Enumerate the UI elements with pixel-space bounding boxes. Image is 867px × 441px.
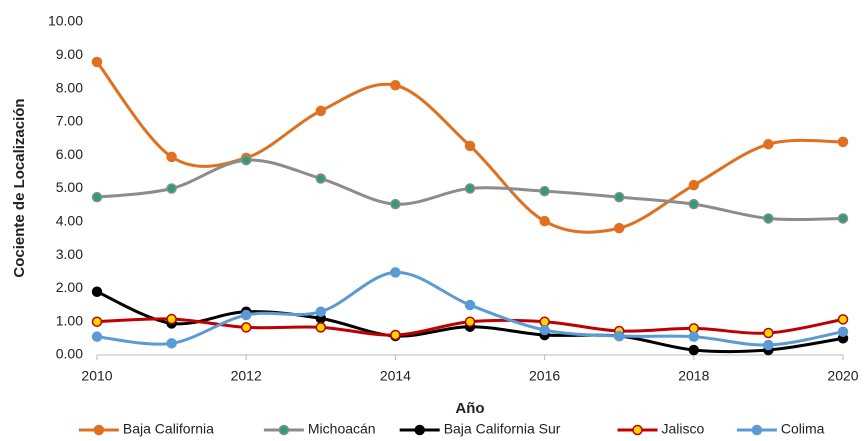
data-point xyxy=(166,313,177,325)
data-point xyxy=(763,138,774,150)
y-tick-label: 7.00 xyxy=(56,113,83,129)
legend-marker xyxy=(632,424,643,436)
data-point xyxy=(464,299,476,311)
y-tick-label: 6.00 xyxy=(56,146,83,162)
legend-marker xyxy=(414,424,425,436)
x-tick-label: 2016 xyxy=(529,368,560,384)
data-point xyxy=(837,136,849,148)
legend-label: Baja California xyxy=(123,421,214,437)
data-point xyxy=(315,322,327,333)
data-point xyxy=(166,151,177,163)
x-tick-label: 2012 xyxy=(231,368,262,384)
data-point xyxy=(390,329,401,341)
data-point xyxy=(763,327,774,339)
data-point xyxy=(688,179,700,191)
data-point xyxy=(166,338,177,349)
legend-marker xyxy=(278,424,290,436)
data-point xyxy=(688,331,700,342)
data-point xyxy=(539,324,550,336)
legend-label: Michoacán xyxy=(308,421,376,437)
y-axis-label: Cociente de Localización xyxy=(11,98,28,277)
y-tick-label: 10.00 xyxy=(48,13,83,29)
data-point xyxy=(315,105,327,117)
legend-label: Jalisco xyxy=(662,421,705,437)
x-axis-label: Año xyxy=(455,400,484,417)
data-point xyxy=(91,56,103,68)
x-tick-label: 2018 xyxy=(678,368,709,384)
legend-marker xyxy=(751,424,763,436)
data-point xyxy=(688,344,700,356)
data-point xyxy=(91,316,103,327)
y-tick-label: 2.00 xyxy=(56,279,83,295)
data-point xyxy=(240,309,252,321)
data-point xyxy=(837,213,849,224)
data-point xyxy=(613,222,625,234)
data-point xyxy=(240,322,252,333)
y-tick-label: 8.00 xyxy=(56,79,83,95)
y-tick-label: 0.00 xyxy=(56,346,83,362)
legend-label: Baja California Sur xyxy=(444,421,561,437)
data-point xyxy=(464,316,476,327)
data-point xyxy=(166,183,177,194)
data-point xyxy=(91,286,103,297)
y-tick-label: 5.00 xyxy=(56,179,83,195)
data-point xyxy=(539,185,550,197)
data-point xyxy=(688,198,700,210)
data-point xyxy=(613,330,625,342)
data-point xyxy=(763,339,774,351)
legend-label: Colima xyxy=(781,421,825,437)
data-point xyxy=(837,326,849,337)
data-point xyxy=(464,183,476,194)
data-point xyxy=(91,331,103,342)
y-tick-label: 9.00 xyxy=(56,46,83,62)
legend-marker xyxy=(93,424,105,436)
data-point xyxy=(91,191,103,203)
data-point xyxy=(390,80,401,91)
data-point xyxy=(390,198,401,210)
data-point xyxy=(539,215,550,227)
data-point xyxy=(390,267,401,278)
x-tick-label: 2014 xyxy=(380,368,411,384)
x-tick-label: 2020 xyxy=(827,368,858,384)
y-tick-label: 4.00 xyxy=(56,213,83,229)
data-point xyxy=(837,314,849,325)
y-tick-label: 1.00 xyxy=(56,312,83,328)
data-point xyxy=(763,213,774,224)
data-point xyxy=(240,154,252,166)
y-tick-label: 3.00 xyxy=(56,246,83,262)
x-tick-label: 2010 xyxy=(81,368,112,384)
data-point xyxy=(613,191,625,203)
data-point xyxy=(315,306,327,317)
data-point xyxy=(315,173,327,184)
data-point xyxy=(464,140,476,152)
